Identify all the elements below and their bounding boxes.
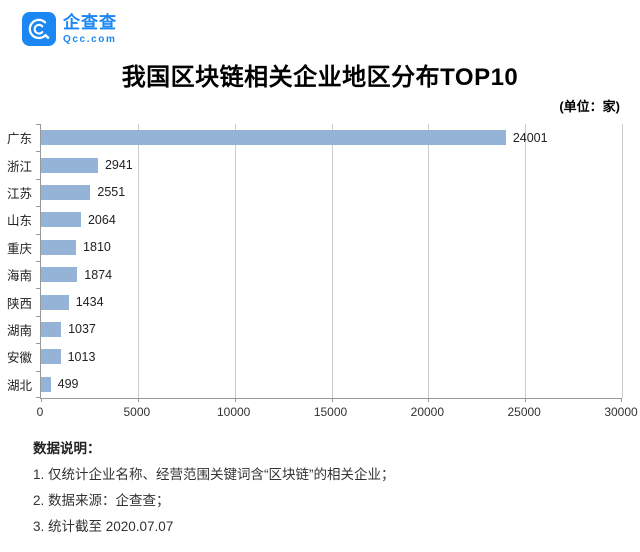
x-axis-labels: 0 5000 10000 15000 20000 25000 30000 <box>36 405 638 421</box>
qcc-logo: 企查查 Qcc.com <box>22 12 117 46</box>
chart-row: 1434 <box>41 288 622 315</box>
x-tick-20000 <box>428 398 430 402</box>
bar-value-浙江: 2941 <box>104 158 133 173</box>
gridline-15000 <box>331 124 333 398</box>
x-tick-15000 <box>331 398 333 402</box>
gridline-10000 <box>234 124 236 398</box>
x-tick-label-0: 0 <box>36 405 44 419</box>
x-tick-30000 <box>621 398 622 402</box>
chart-row: 1874 <box>41 261 622 288</box>
chart-title: 我国区块链相关企业地区分布TOP10 <box>121 64 519 91</box>
bar-重庆 <box>41 239 77 255</box>
chart-row: 1037 <box>41 316 622 343</box>
bar-value-湖南: 1037 <box>68 322 96 337</box>
chart-row: 2064 <box>41 206 622 233</box>
x-tick-25000 <box>525 398 527 402</box>
y-tick-0 <box>36 124 41 125</box>
chart-row: 1013 <box>41 343 622 370</box>
bar-江苏 <box>41 184 91 200</box>
logo-domain: Qcc.com <box>63 33 117 45</box>
y-tick-8 <box>36 343 41 345</box>
note-line-3: 3. 统计截至 2020.07.07 <box>33 519 174 534</box>
category-label-江苏: 江苏 <box>6 186 32 201</box>
x-tick-10000 <box>234 398 236 402</box>
x-tick-label-30000: 30000 <box>604 405 638 419</box>
x-tick-5000 <box>137 398 139 402</box>
gridline-25000 <box>525 124 527 398</box>
logo-brand-name: 企查查 <box>63 12 117 32</box>
x-tick-label-25000: 25000 <box>507 405 541 419</box>
bar-湖北 <box>41 376 51 392</box>
bar-value-湖北: 499 <box>57 377 79 392</box>
bar-value-安徽: 1013 <box>67 349 96 364</box>
gridline-5000 <box>137 124 139 398</box>
category-label-陕西: 陕西 <box>6 296 32 311</box>
category-label-湖南: 湖南 <box>6 323 32 338</box>
bar-湖南 <box>41 321 62 337</box>
gridline-20000 <box>428 124 430 398</box>
category-label-湖北: 湖北 <box>6 378 32 393</box>
category-label-海南: 海南 <box>6 269 32 284</box>
x-tick-0 <box>41 398 42 402</box>
category-label-山东: 山东 <box>6 214 32 229</box>
bar-value-海南: 1874 <box>84 267 113 282</box>
note-line-1: 1. 仅统计企业名称、经营范围关键词含“区块链”的相关企业； <box>33 467 395 482</box>
bar-value-山东: 2064 <box>87 212 116 227</box>
y-tick-5 <box>36 261 41 262</box>
chart-row: 2551 <box>41 179 622 206</box>
y-tick-2 <box>36 178 41 180</box>
plot-area: 24001 2941 2551 2064 1810 1874 1434 1037 1013 499 <box>36 124 623 402</box>
chart-row: 24001 <box>41 124 622 151</box>
category-label-浙江: 浙江 <box>6 159 32 174</box>
x-tick-label-20000: 20000 <box>410 405 445 419</box>
y-tick-7 <box>36 315 41 317</box>
gridline-30000 <box>622 124 623 398</box>
chart-row: 499 <box>41 371 622 398</box>
y-tick-9 <box>36 370 41 372</box>
bar-海南 <box>41 267 78 283</box>
x-tick-label-15000: 15000 <box>313 405 348 419</box>
category-label-重庆: 重庆 <box>6 241 32 256</box>
notes-heading: 数据说明： <box>33 441 101 456</box>
bar-广东 <box>41 130 506 146</box>
bar-安徽 <box>41 349 61 365</box>
chart-row: 1810 <box>41 234 622 261</box>
bar-chart: 广东浙江江苏山东重庆海南陕西湖南安徽湖北 24001 2941 2551 2064 18… <box>0 118 640 424</box>
logo-text-block: 企查查 Qcc.com <box>63 14 117 45</box>
y-tick-1 <box>36 151 41 153</box>
bar-浙江 <box>41 157 98 173</box>
y-axis-labels: 广东浙江江苏山东重庆海南陕西湖南安徽湖北 <box>0 124 35 398</box>
y-tick-4 <box>36 233 41 235</box>
qcc-logo-icon <box>22 12 56 46</box>
category-label-广东: 广东 <box>6 132 32 147</box>
chart-row: 2941 <box>41 151 622 178</box>
x-tick-label-10000: 10000 <box>216 405 251 419</box>
x-tick-label-5000: 5000 <box>123 405 151 419</box>
bar-value-陕西: 1434 <box>75 295 104 310</box>
bar-value-重庆: 1810 <box>83 240 111 255</box>
unit-label: (单位：家) <box>559 99 620 114</box>
bar-山东 <box>41 212 81 228</box>
y-tick-3 <box>36 206 41 208</box>
y-tick-6 <box>36 288 41 290</box>
bar-value-广东: 24001 <box>512 130 548 145</box>
data-notes: 数据说明： 1. 仅统计企业名称、经营范围关键词含“区块链”的相关企业； 2. … <box>33 436 395 540</box>
bar-value-江苏: 2551 <box>97 185 126 200</box>
bar-陕西 <box>41 294 69 310</box>
note-line-2: 2. 数据来源：企查查； <box>33 493 170 508</box>
y-tick-10 <box>36 397 41 398</box>
category-label-安徽: 安徽 <box>6 351 32 366</box>
